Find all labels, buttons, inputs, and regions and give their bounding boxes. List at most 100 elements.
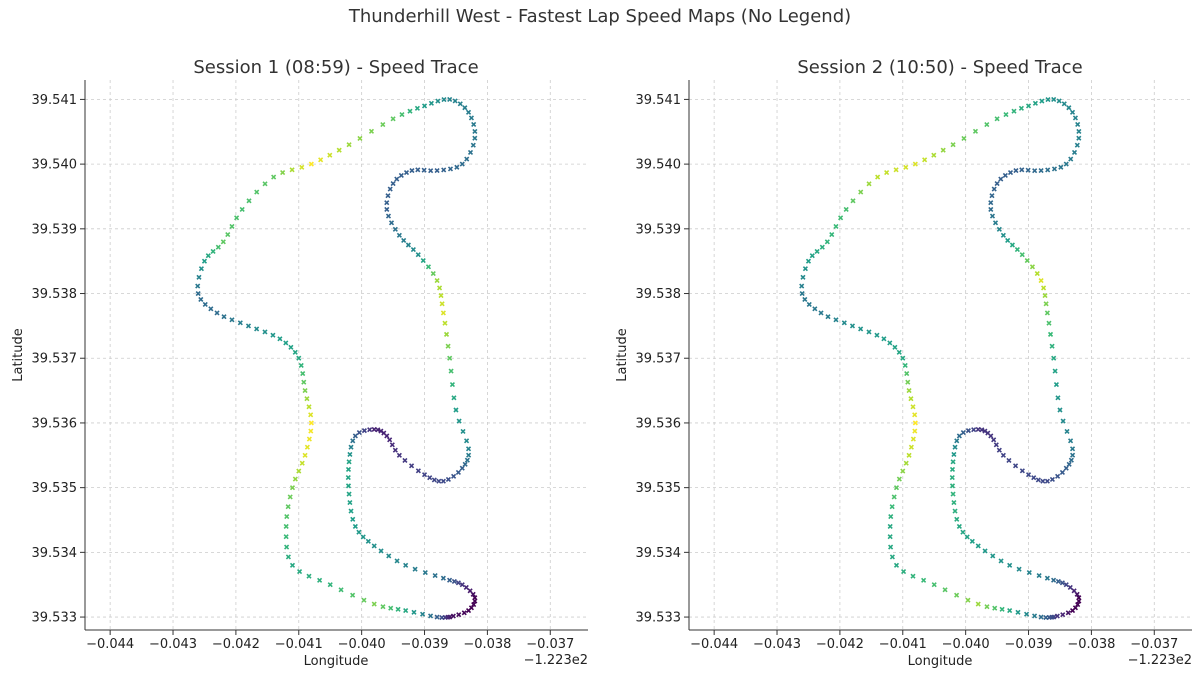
trace-point: [447, 577, 453, 583]
trace-point: [1043, 301, 1049, 307]
trace-point: [1025, 167, 1031, 173]
trace-point: [1040, 478, 1046, 484]
x-tick-label: −0.037: [526, 637, 574, 652]
trace-point: [234, 215, 240, 221]
trace-point: [410, 246, 416, 253]
trace-point: [1011, 108, 1017, 114]
trace-point: [195, 290, 201, 297]
trace-point: [908, 396, 914, 402]
trace-point: [949, 466, 956, 472]
trace-point: [396, 452, 402, 458]
trace-point: [239, 206, 245, 212]
trace-point: [421, 472, 428, 478]
trace-point: [908, 444, 914, 450]
trace-point: [254, 326, 260, 332]
trace-point: [893, 485, 900, 491]
trace-point: [858, 326, 864, 332]
trace-point: [1055, 395, 1061, 401]
trace-point: [440, 575, 446, 581]
trace-point: [463, 584, 469, 591]
trace-point: [306, 404, 312, 410]
trace-point: [1016, 566, 1022, 572]
trace-point: [472, 128, 478, 135]
trace-point: [277, 336, 283, 342]
trace-point: [971, 427, 977, 433]
trace-point: [210, 248, 216, 255]
trace-point: [1045, 96, 1051, 103]
trace-point: [455, 580, 461, 586]
trace-point: [350, 516, 356, 522]
trace-point: [903, 164, 909, 170]
trace-point: [858, 189, 864, 195]
trace-point: [1054, 613, 1060, 619]
trace-point: [954, 438, 960, 444]
trace-point: [999, 606, 1005, 612]
trace-point: [394, 558, 400, 564]
trace-point: [884, 170, 890, 176]
trace-point: [365, 538, 371, 544]
trace-point: [1067, 584, 1073, 591]
x-tick-label: −0.040: [338, 637, 386, 652]
x-tick-label: −0.044: [690, 637, 738, 652]
trace-point: [1038, 614, 1044, 620]
trace-point: [819, 244, 825, 250]
trace-point: [965, 428, 971, 434]
trace-point: [284, 514, 290, 520]
trace-point: [799, 290, 805, 297]
y-tick-label: 39.541: [636, 93, 682, 108]
trace-point: [384, 206, 390, 212]
trace-point: [940, 147, 946, 153]
trace-point: [1006, 457, 1012, 464]
trace-point: [988, 433, 994, 439]
trace-point: [464, 438, 470, 444]
trace-point: [414, 105, 420, 111]
trace-point: [818, 310, 824, 316]
trace-point: [984, 121, 990, 128]
trace-point: [950, 142, 956, 148]
trace-point: [888, 514, 894, 520]
trace-point: [462, 461, 468, 467]
trace-point: [289, 562, 296, 568]
trace-point: [1057, 407, 1063, 413]
x-tick-label: −0.042: [816, 637, 864, 652]
trace-point: [984, 604, 990, 610]
trace-point: [262, 181, 268, 187]
trace-point: [427, 475, 433, 481]
trace-point: [893, 167, 899, 173]
trace-point: [409, 168, 415, 174]
figure-title: Thunderhill West - Fastest Lap Speed Map…: [348, 6, 852, 27]
trace-point: [849, 323, 856, 329]
trace-point: [1055, 578, 1061, 585]
trace-point: [348, 444, 354, 450]
y-tick-label: 39.533: [32, 611, 78, 626]
trace-point: [1024, 258, 1030, 264]
trace-point: [308, 420, 314, 426]
y-tick-label: 39.535: [32, 481, 78, 496]
trace-point: [415, 252, 421, 258]
trace-point: [922, 157, 928, 163]
trace-point: [385, 193, 391, 199]
trace-point: [887, 340, 893, 346]
trace-point: [384, 200, 390, 206]
session-2-title: Session 2 (10:50) - Speed Trace: [797, 57, 1082, 78]
trace-point: [221, 314, 227, 320]
trace-point: [964, 534, 970, 540]
trace-point: [401, 237, 407, 244]
trace-point: [866, 181, 872, 187]
trace-point: [950, 491, 956, 497]
trace-point: [441, 167, 447, 173]
trace-point: [809, 253, 815, 259]
trace-point: [991, 186, 997, 192]
trace-point: [304, 396, 310, 402]
trace-point: [455, 469, 461, 475]
y-tick-label: 39.537: [636, 352, 682, 367]
trace-point: [390, 180, 396, 187]
trace-point: [1049, 476, 1055, 483]
trace-point: [1047, 331, 1054, 337]
session-1-speed-trace: [195, 96, 478, 621]
trace-point: [1034, 270, 1040, 277]
x-tick-label: −0.039: [400, 637, 448, 652]
trace-point: [196, 274, 202, 280]
trace-point: [1056, 98, 1062, 104]
trace-point: [298, 362, 304, 368]
